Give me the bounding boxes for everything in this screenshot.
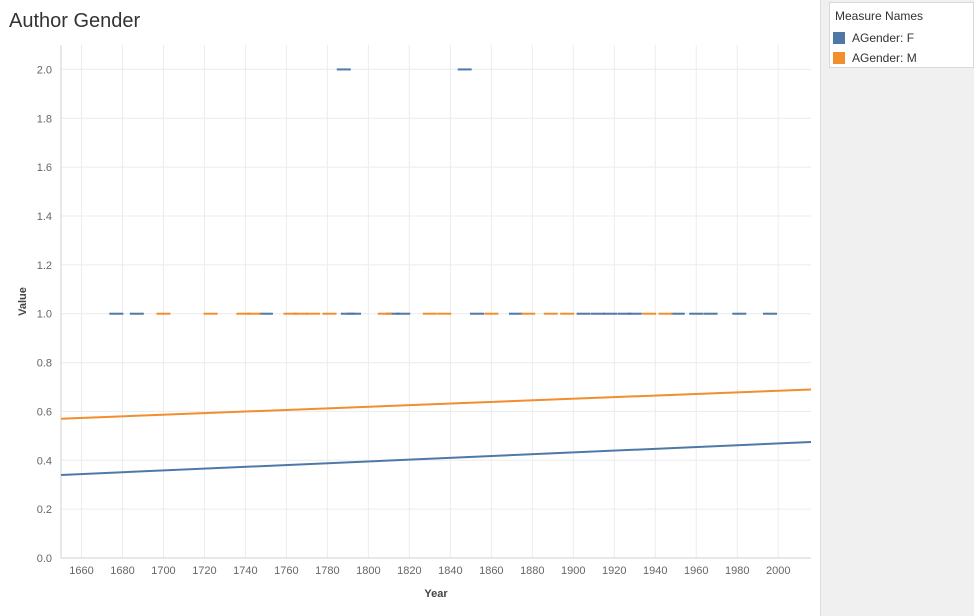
side-panel: Measure Names AGender: F AGender: M bbox=[820, 0, 974, 616]
trend-line-female bbox=[60, 440, 812, 476]
grid-lines bbox=[61, 45, 811, 559]
legend-label-female: AGender: F bbox=[852, 31, 915, 45]
x-tick-label: 1860 bbox=[479, 565, 503, 577]
legend-swatch-female bbox=[833, 32, 845, 44]
x-tick-label: 1660 bbox=[69, 565, 93, 577]
data-marks bbox=[109, 68, 778, 315]
x-tick-label: 1800 bbox=[356, 565, 380, 577]
trend-lines bbox=[60, 388, 812, 476]
axes bbox=[60, 45, 811, 559]
x-tick-label: 1840 bbox=[438, 565, 462, 577]
x-tick-label: 1680 bbox=[110, 565, 134, 577]
y-tick-label: 0.8 bbox=[37, 358, 52, 370]
x-tick-label: 1940 bbox=[643, 565, 667, 577]
y-tick-label: 0.2 bbox=[37, 504, 52, 516]
x-tick-label: 1740 bbox=[233, 565, 257, 577]
x-tick-label: 1960 bbox=[684, 565, 708, 577]
y-tick-label: 1.2 bbox=[37, 260, 52, 272]
x-tick-label: 1780 bbox=[315, 565, 339, 577]
legend[interactable]: Measure Names AGender: F AGender: M bbox=[829, 2, 974, 68]
y-tick-label: 0.4 bbox=[37, 455, 52, 467]
y-tick-label: 1.6 bbox=[37, 162, 52, 174]
y-tick-label: 1.4 bbox=[37, 211, 52, 223]
chart-plot-area: 1660 1680 1700 1720 1740 1760 1780 1800 1820 1840… bbox=[17, 45, 812, 600]
x-axis-title: Year bbox=[424, 588, 448, 600]
x-tick-label: 1820 bbox=[397, 565, 421, 577]
legend-label-male: AGender: M bbox=[852, 51, 917, 65]
y-tick-label: 1.0 bbox=[37, 309, 52, 321]
x-tick-label: 1920 bbox=[602, 565, 626, 577]
x-tick-label: 1700 bbox=[151, 565, 175, 577]
y-tick-label: 2.0 bbox=[37, 64, 52, 76]
y-axis-title: Value bbox=[17, 287, 29, 316]
legend-item-male[interactable]: AGender: M bbox=[833, 50, 917, 66]
x-tick-label: 1880 bbox=[520, 565, 544, 577]
legend-title: Measure Names bbox=[835, 9, 924, 23]
chart-title: Author Gender bbox=[9, 10, 141, 32]
x-tick-label: 1900 bbox=[561, 565, 585, 577]
y-tick-label: 0.6 bbox=[37, 406, 52, 418]
x-tick-label: 2000 bbox=[766, 565, 790, 577]
x-tick-label: 1720 bbox=[192, 565, 216, 577]
y-tick-label: 0.0 bbox=[37, 553, 52, 565]
tick-labels: 1660 1680 1700 1720 1740 1760 1780 1800 1820 1840… bbox=[17, 64, 790, 600]
trend-line-male bbox=[60, 388, 812, 420]
x-tick-label: 1980 bbox=[725, 565, 749, 577]
legend-item-female[interactable]: AGender: F bbox=[833, 30, 914, 46]
y-tick-label: 1.8 bbox=[37, 113, 52, 125]
legend-swatch-male bbox=[833, 52, 845, 64]
x-tick-label: 1760 bbox=[274, 565, 298, 577]
